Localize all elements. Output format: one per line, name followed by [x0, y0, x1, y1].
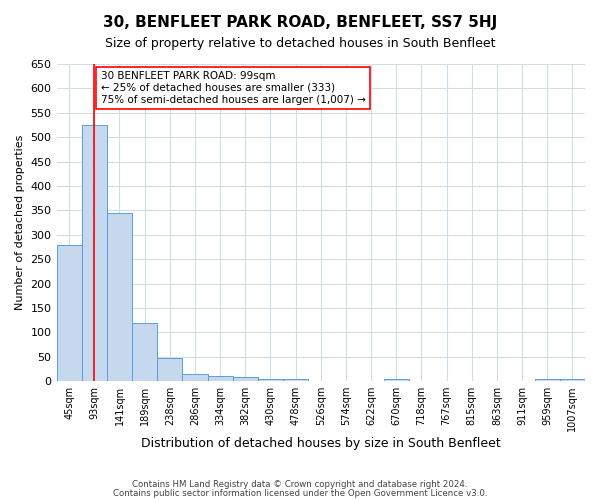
Text: Contains HM Land Registry data © Crown copyright and database right 2024.: Contains HM Land Registry data © Crown c… [132, 480, 468, 489]
Text: 30, BENFLEET PARK ROAD, BENFLEET, SS7 5HJ: 30, BENFLEET PARK ROAD, BENFLEET, SS7 5H… [103, 15, 497, 30]
Bar [535, 379, 560, 381]
Bar [283, 380, 308, 381]
Bar [132, 322, 157, 381]
Text: Contains public sector information licensed under the Open Government Licence v3: Contains public sector information licen… [113, 488, 487, 498]
Bar [82, 125, 107, 381]
Bar [182, 374, 208, 381]
Bar [258, 379, 283, 381]
Bar [560, 379, 585, 381]
Y-axis label: Number of detached properties: Number of detached properties [15, 135, 25, 310]
X-axis label: Distribution of detached houses by size in South Benfleet: Distribution of detached houses by size … [141, 437, 500, 450]
Text: 30 BENFLEET PARK ROAD: 99sqm
← 25% of detached houses are smaller (333)
75% of s: 30 BENFLEET PARK ROAD: 99sqm ← 25% of de… [101, 72, 365, 104]
Text: Size of property relative to detached houses in South Benfleet: Size of property relative to detached ho… [105, 38, 495, 51]
Bar [383, 379, 409, 381]
Bar [208, 376, 233, 381]
Bar [157, 358, 182, 381]
Bar [233, 378, 258, 381]
Bar [56, 244, 82, 381]
Bar [107, 213, 132, 381]
